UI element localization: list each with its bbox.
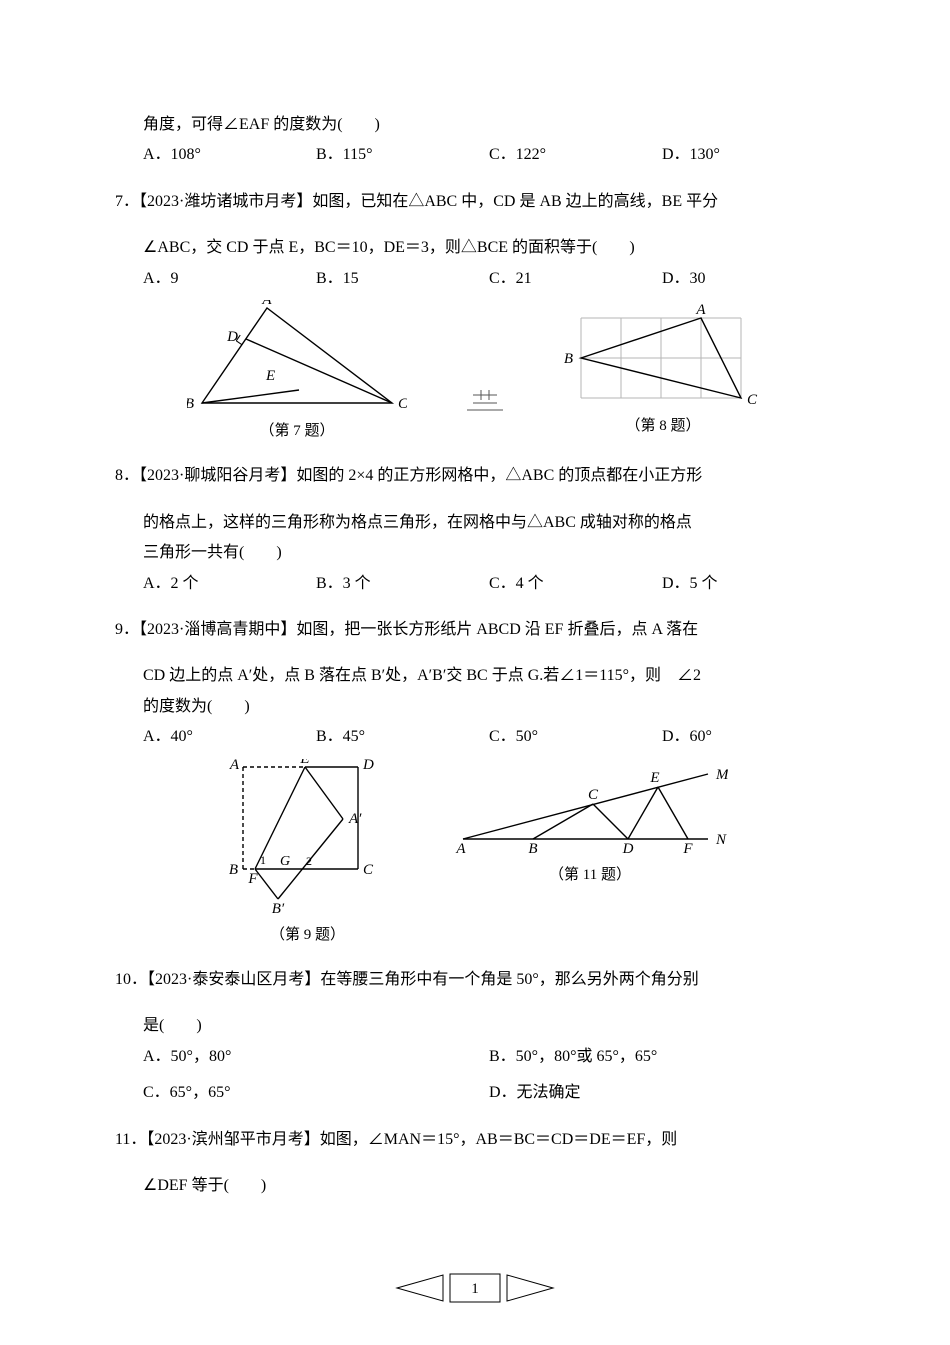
q9-line2: CD 边上的点 A′处，点 B 落在点 B′处，A′B′交 BC 于点 G.若∠… <box>115 661 835 691</box>
q8-opt-a: A．2 个 <box>143 569 316 599</box>
svg-text:A: A <box>228 759 239 773</box>
svg-text:M: M <box>715 767 728 783</box>
q10-options-row2: C．65°，65° D．无法确定 <box>115 1078 835 1108</box>
q10-line1: 10．【2023·泰安泰山区月考】在等腰三角形中有一个角是 50°，那么另外两个… <box>115 965 835 995</box>
svg-text:A: A <box>695 302 706 318</box>
q-pre-opt-b: B．115° <box>316 140 489 170</box>
q7-opt-d: D．30 <box>662 264 835 294</box>
q7-opt-b: B．15 <box>316 264 489 294</box>
svg-text:C: C <box>587 787 598 803</box>
svg-text:N: N <box>715 832 727 848</box>
q8-opt-b: B．3 个 <box>316 569 489 599</box>
figure-9-caption: （第 9 题） <box>270 921 345 950</box>
svg-text:2: 2 <box>306 854 312 868</box>
q-pre-cont: 角度，可得∠EAF 的度数为( ) <box>115 110 835 140</box>
q7-line1: 7．【2023·潍坊诸城市月考】如图，已知在△ABC 中，CD 是 AB 边上的… <box>115 187 835 217</box>
page-footer-ornament: 1 <box>395 1271 555 1305</box>
q11-line2: ∠DEF 等于( ) <box>115 1171 835 1201</box>
svg-text:G: G <box>279 854 289 869</box>
q8-opt-c: C．4 个 <box>489 569 662 599</box>
svg-text:E: E <box>265 368 275 384</box>
figure-11: A B C D E F M N （第 11 题） <box>453 759 728 950</box>
svg-text:E: E <box>649 770 659 786</box>
q9-opt-c: C．50° <box>489 722 662 752</box>
svg-text:B: B <box>528 841 537 857</box>
q7-options: A．9 B．15 C．21 D．30 <box>115 264 835 294</box>
figrow-9-11: A D B C E F A′ B′ G1 2 （第 9 题） A B C D E F M N （第 11 题） <box>115 759 835 950</box>
q10-opt-c: C．65°，65° <box>143 1078 489 1108</box>
svg-text:D: D <box>362 759 374 773</box>
svg-text:A: A <box>455 841 466 857</box>
svg-text:A: A <box>261 300 272 308</box>
q9-line1: 9．【2023·淄博高青期中】如图，把一张长方形纸片 ABCD 沿 EF 折叠后… <box>115 615 835 645</box>
figure-8: A B C （第 8 题） <box>563 300 763 446</box>
svg-text:F: F <box>682 841 693 857</box>
svg-text:D: D <box>226 329 238 345</box>
figure-7-caption: （第 7 题） <box>259 417 334 446</box>
svg-text:1: 1 <box>260 853 266 867</box>
figure-8-caption: （第 8 题） <box>625 412 700 441</box>
q10-line2: 是( ) <box>115 1011 835 1041</box>
svg-text:D: D <box>621 841 633 857</box>
svg-text:B: B <box>564 351 573 367</box>
q-pre-opt-d: D．130° <box>662 140 835 170</box>
q8-opt-d: D．5 个 <box>662 569 835 599</box>
q7-line2: ∠ABC，交 CD 于点 E，BC＝10，DE＝3，则△BCE 的面积等于( ) <box>115 233 835 263</box>
q10-opt-b: B．50°，80°或 65°，65° <box>489 1042 835 1072</box>
page-number: 1 <box>471 1281 479 1297</box>
q-pre-options: A．108° B．115° C．122° D．130° <box>115 140 835 170</box>
q9-opt-b: B．45° <box>316 722 489 752</box>
q8-options: A．2 个 B．3 个 C．4 个 D．5 个 <box>115 569 835 599</box>
svg-text:C: C <box>747 392 758 408</box>
svg-text:B: B <box>228 862 237 878</box>
q-pre-opt-c: C．122° <box>489 140 662 170</box>
q7-opt-a: A．9 <box>143 264 316 294</box>
separator-symbol <box>467 390 503 416</box>
svg-text:B′: B′ <box>271 901 284 917</box>
q-pre-opt-a: A．108° <box>143 140 316 170</box>
q10-opt-a: A．50°，80° <box>143 1042 489 1072</box>
q9-line3: 的度数为( ) <box>115 692 835 722</box>
page-footer: 1 <box>115 1271 835 1305</box>
q8-line1: 8．【2023·聊城阳谷月考】如图的 2×4 的正方形网格中，△ABC 的顶点都… <box>115 461 835 491</box>
figure-7: A B C D E （第 7 题） <box>187 300 407 446</box>
figure-11-caption: （第 11 题） <box>549 861 631 890</box>
q10-opt-d: D．无法确定 <box>489 1078 835 1108</box>
q11-line1: 11．【2023·滨州邹平市月考】如图，∠MAN＝15°，AB＝BC＝CD＝DE… <box>115 1125 835 1155</box>
q10-options-row1: A．50°，80° B．50°，80°或 65°，65° <box>115 1042 835 1072</box>
figure-11-svg: A B C D E F M N <box>453 759 728 859</box>
q9-options: A．40° B．45° C．50° D．60° <box>115 722 835 752</box>
q9-opt-d: D．60° <box>662 722 835 752</box>
figure-7-svg: A B C D E <box>187 300 407 415</box>
figure-9: A D B C E F A′ B′ G1 2 （第 9 题） <box>223 759 393 950</box>
q7-opt-c: C．21 <box>489 264 662 294</box>
svg-text:A′: A′ <box>348 811 362 827</box>
figure-9-svg: A D B C E F A′ B′ G1 2 <box>223 759 393 919</box>
figure-8-svg: A B C <box>563 300 763 410</box>
svg-text:C: C <box>363 862 374 878</box>
q8-line3: 三角形一共有( ) <box>115 538 835 568</box>
svg-text:B: B <box>187 396 194 412</box>
svg-text:C: C <box>398 396 407 412</box>
q9-opt-a: A．40° <box>143 722 316 752</box>
svg-text:E: E <box>299 759 309 767</box>
q8-line2: 的格点上，这样的三角形称为格点三角形，在网格中与△ABC 成轴对称的格点 <box>115 508 835 538</box>
figrow-7-8: A B C D E （第 7 题） A B C （第 8 题） <box>115 300 835 446</box>
svg-text:F: F <box>247 871 258 887</box>
